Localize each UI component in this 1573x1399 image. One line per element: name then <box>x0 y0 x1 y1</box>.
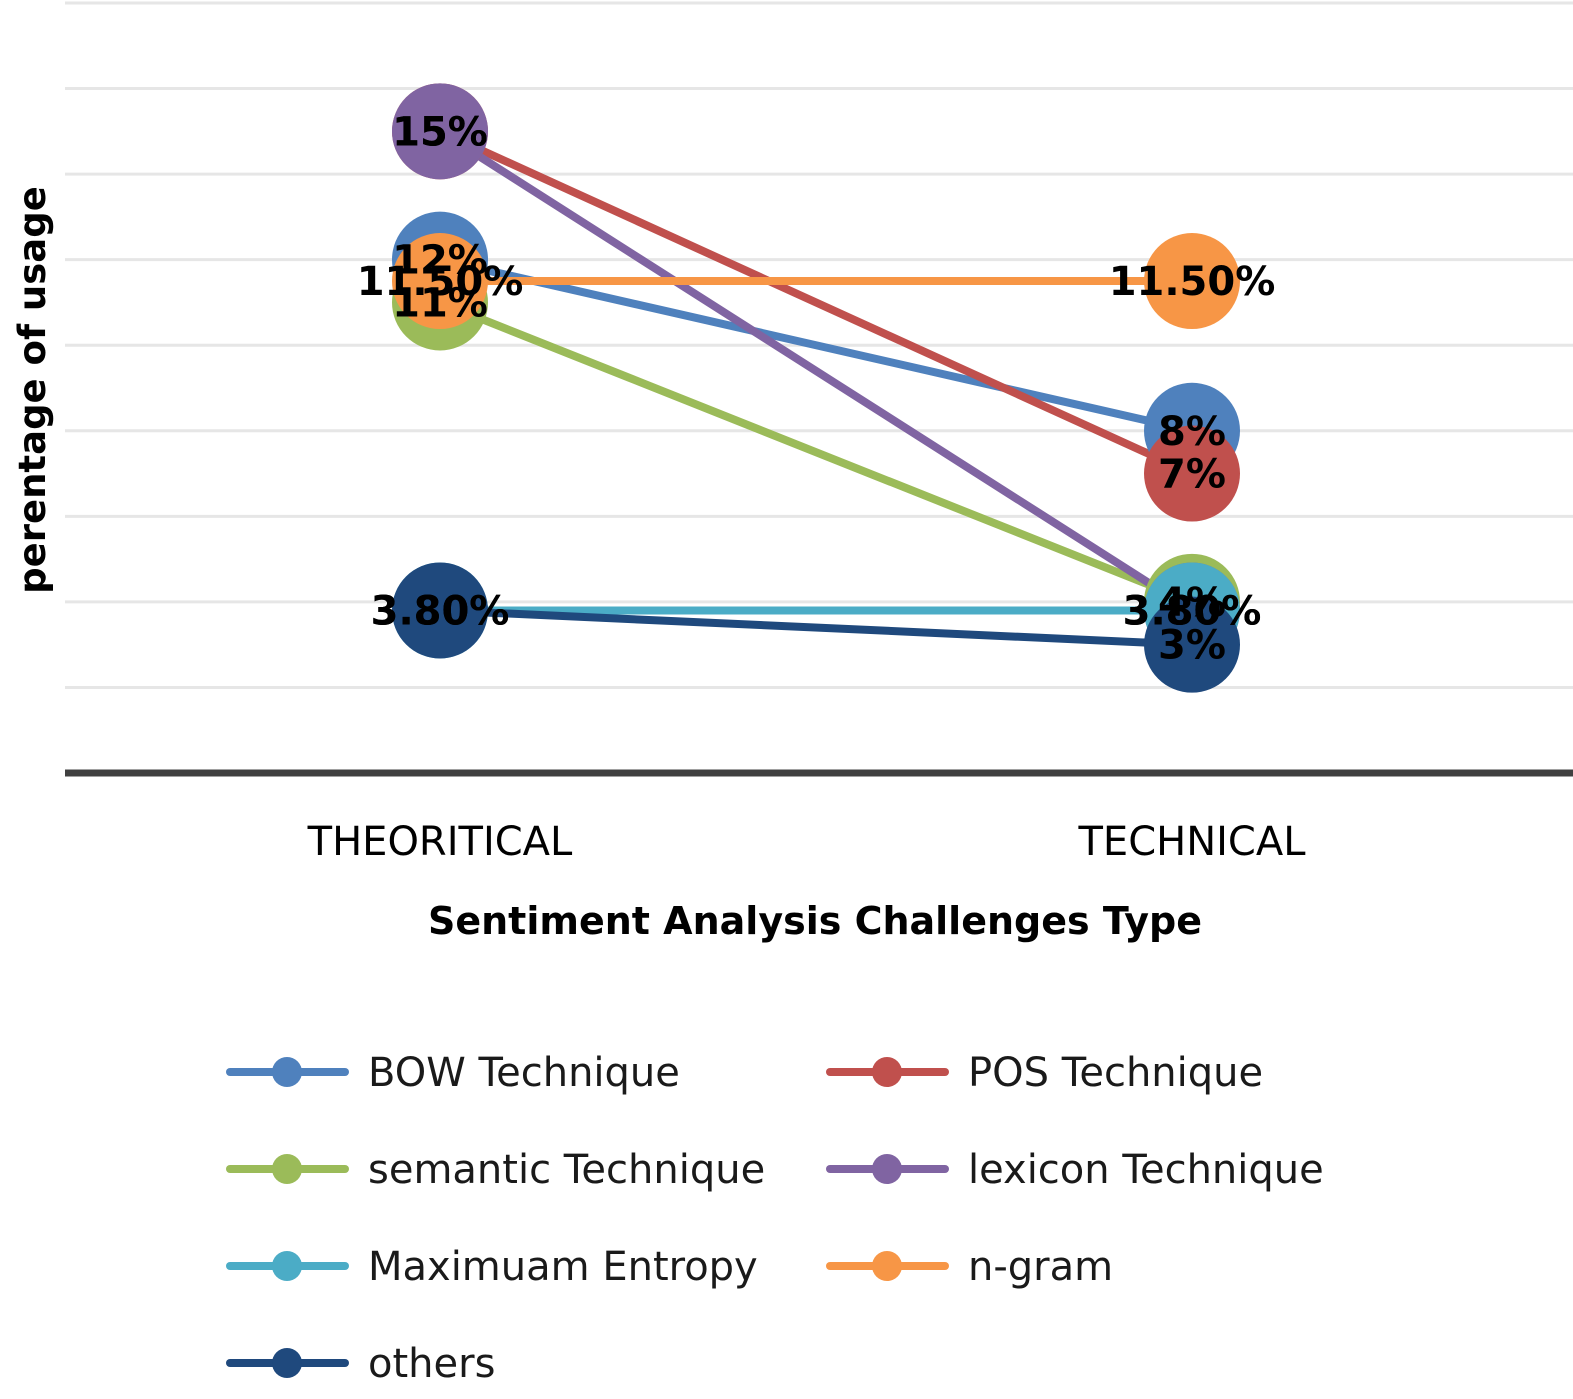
x-tick-label: THEORITICAL <box>307 819 573 865</box>
data-point <box>1144 233 1240 330</box>
x-tick-label: TECHNICAL <box>1077 819 1306 865</box>
legend-label: POS Technique <box>968 1050 1263 1096</box>
data-label: 11% <box>392 280 488 326</box>
data-point <box>1144 596 1240 693</box>
series-markers <box>392 83 1240 693</box>
data-label: 11.50% <box>357 259 524 305</box>
x-axis-title: Sentiment Analysis Challenges Type <box>428 899 1202 943</box>
legend-label: semantic Technique <box>368 1147 765 1193</box>
legend-label: Maximuam Entropy <box>368 1244 758 1290</box>
legend: BOW Technique POS Technique semantic Techn… <box>226 1050 1324 1387</box>
data-point <box>1144 425 1240 522</box>
data-labels: 12%8%15%7%11%4%15%3.80%3.80% 3.80%11.50% 1… <box>357 109 1276 668</box>
legend-marker <box>872 1057 902 1087</box>
legend-label: BOW Technique <box>368 1050 680 1096</box>
data-label: 3% <box>1158 623 1226 669</box>
legend-marker <box>272 1348 302 1378</box>
series-lines <box>436 127 1196 649</box>
series-line <box>436 127 1196 478</box>
legend-item: others <box>226 1341 495 1387</box>
legend-item: Maximuam Entropy <box>226 1244 758 1290</box>
legend-label: others <box>368 1341 495 1387</box>
series-line <box>436 606 1196 649</box>
series-line <box>436 255 1196 435</box>
data-label: 4% <box>1158 580 1226 626</box>
data-label: 3.80% <box>371 588 510 634</box>
series-line <box>436 127 1196 615</box>
legend-marker <box>272 1057 302 1087</box>
legend-marker <box>272 1154 302 1184</box>
legend-marker <box>872 1154 902 1184</box>
data-label: 12% <box>392 238 488 284</box>
legend-item: n-gram <box>826 1244 1113 1290</box>
legend-marker <box>872 1251 902 1281</box>
series-line <box>436 298 1196 606</box>
data-label: 11.50% <box>1109 259 1276 305</box>
y-axis-title: perentage of usage <box>11 186 54 594</box>
legend-item: BOW Technique <box>226 1050 680 1096</box>
data-label: 15% <box>392 109 488 155</box>
legend-label: n-gram <box>968 1244 1113 1290</box>
data-label: 8% <box>1158 409 1226 455</box>
data-point <box>392 562 488 659</box>
data-label: 15% <box>392 109 488 155</box>
data-label: 3.80% <box>1123 588 1262 634</box>
legend-item: POS Technique <box>826 1050 1263 1096</box>
legend-marker <box>272 1251 302 1281</box>
data-point <box>392 83 488 180</box>
data-point <box>392 233 488 330</box>
data-label: 7% <box>1158 452 1226 498</box>
legend-item: semantic Technique <box>226 1147 765 1193</box>
legend-item: lexicon Technique <box>826 1147 1324 1193</box>
data-label: 3.80% <box>371 588 510 634</box>
data-label: 3.80% <box>1123 588 1262 634</box>
legend-label: lexicon Technique <box>968 1147 1324 1193</box>
x-tick-labels: THEORITICAL TECHNICAL <box>307 819 1307 865</box>
